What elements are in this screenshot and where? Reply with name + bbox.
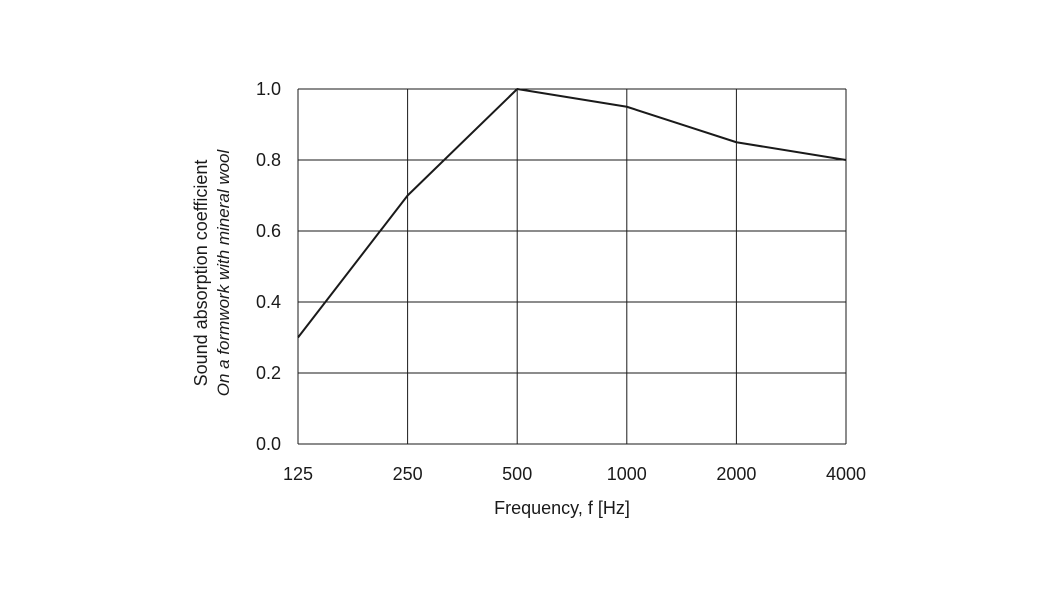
- x-tick-label: 2000: [716, 464, 756, 484]
- x-tick-label: 250: [393, 464, 423, 484]
- x-tick-label: 4000: [826, 464, 866, 484]
- y-axis-title-group: Sound absorption coefficient On a formwo…: [191, 148, 233, 396]
- y-tick-label: 1.0: [256, 79, 281, 99]
- x-tick-label: 500: [502, 464, 532, 484]
- x-tick-labels: 125 250 500 1000 2000 4000: [283, 464, 866, 484]
- series-line: [297, 88, 847, 339]
- x-axis-title: Frequency, f [Hz]: [494, 498, 630, 518]
- y-tick-label: 0.4: [256, 292, 281, 312]
- series-layer: [297, 88, 847, 339]
- grid: [297, 88, 847, 445]
- x-tick-label: 1000: [607, 464, 647, 484]
- y-tick-labels: 0.0 0.2 0.4 0.6 0.8 1.0: [256, 79, 281, 454]
- y-tick-label: 0.0: [256, 434, 281, 454]
- y-tick-label: 0.2: [256, 363, 281, 383]
- x-tick-label: 125: [283, 464, 313, 484]
- y-tick-label: 0.6: [256, 221, 281, 241]
- y-axis-subtitle: On a formwork with mineral wool: [214, 148, 233, 396]
- y-tick-label: 0.8: [256, 150, 281, 170]
- y-axis-title: Sound absorption coefficient: [191, 160, 211, 387]
